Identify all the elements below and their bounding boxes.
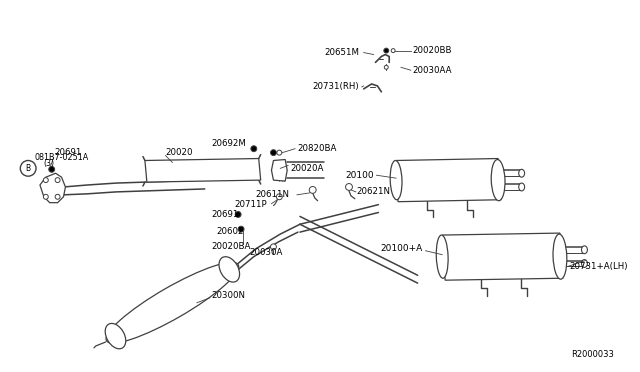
- Polygon shape: [40, 173, 65, 203]
- Polygon shape: [442, 233, 563, 280]
- Circle shape: [55, 178, 60, 183]
- Text: 20030AA: 20030AA: [413, 66, 452, 75]
- Circle shape: [44, 194, 48, 199]
- Circle shape: [271, 150, 276, 155]
- Text: 20100: 20100: [345, 171, 374, 180]
- Circle shape: [55, 194, 60, 199]
- Polygon shape: [145, 158, 260, 182]
- Text: 20711P: 20711P: [234, 200, 267, 209]
- Text: (3): (3): [44, 159, 55, 168]
- Text: 20020BB: 20020BB: [413, 46, 452, 55]
- Polygon shape: [396, 158, 501, 202]
- Ellipse shape: [582, 246, 588, 254]
- Circle shape: [391, 49, 395, 52]
- Text: 20731(RH): 20731(RH): [313, 83, 359, 92]
- Text: 20300N: 20300N: [212, 291, 246, 300]
- Ellipse shape: [492, 160, 505, 201]
- Circle shape: [238, 226, 244, 232]
- Ellipse shape: [105, 323, 126, 349]
- Circle shape: [49, 166, 54, 172]
- Circle shape: [309, 186, 316, 193]
- Ellipse shape: [106, 262, 239, 343]
- Ellipse shape: [582, 260, 588, 267]
- Circle shape: [384, 65, 388, 69]
- Circle shape: [276, 194, 282, 200]
- Text: 20651M: 20651M: [324, 48, 360, 57]
- Circle shape: [277, 150, 282, 155]
- Text: 20611N: 20611N: [256, 190, 290, 199]
- Circle shape: [346, 183, 353, 190]
- Ellipse shape: [390, 160, 402, 200]
- Circle shape: [44, 178, 48, 183]
- Circle shape: [384, 48, 388, 53]
- Circle shape: [251, 146, 257, 152]
- Text: 20820BA: 20820BA: [297, 144, 337, 153]
- Text: 20100+A: 20100+A: [380, 244, 422, 253]
- Text: 20602: 20602: [216, 227, 244, 235]
- Ellipse shape: [519, 169, 525, 177]
- Text: 20020BA: 20020BA: [212, 242, 251, 251]
- Text: 20030A: 20030A: [249, 248, 282, 257]
- Ellipse shape: [219, 257, 239, 282]
- Text: 20691: 20691: [212, 210, 239, 219]
- Text: R2000033: R2000033: [571, 350, 614, 359]
- Ellipse shape: [436, 235, 448, 278]
- Text: B: B: [26, 164, 31, 173]
- Ellipse shape: [519, 183, 525, 191]
- Text: 20020: 20020: [166, 148, 193, 157]
- Text: 20691: 20691: [54, 148, 82, 157]
- Text: 20731+A(LH): 20731+A(LH): [570, 262, 628, 271]
- Text: 20020A: 20020A: [290, 164, 323, 173]
- Polygon shape: [271, 160, 287, 181]
- Text: 20692M: 20692M: [212, 139, 246, 148]
- Circle shape: [235, 212, 241, 217]
- Ellipse shape: [553, 234, 567, 279]
- Text: 081B7-0251A: 081B7-0251A: [34, 153, 88, 162]
- Circle shape: [271, 244, 276, 250]
- Circle shape: [20, 160, 36, 176]
- Text: 20621N: 20621N: [357, 187, 391, 196]
